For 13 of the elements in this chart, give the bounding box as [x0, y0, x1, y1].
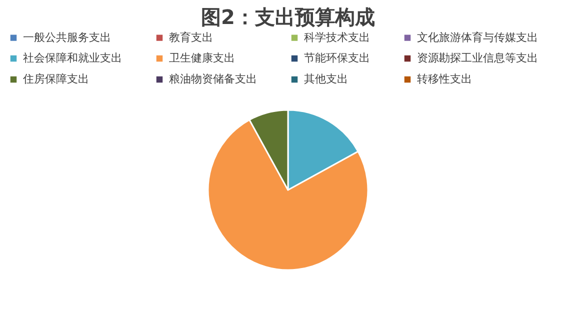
legend-label: 文化旅游体育与传媒支出 — [417, 30, 538, 44]
legend-label: 一般公共服务支出 — [23, 30, 111, 44]
legend-label: 科学技术支出 — [304, 30, 370, 44]
chart-title: 图2：支出预算构成 — [201, 5, 375, 29]
legend-label: 社会保障和就业支出 — [23, 52, 122, 64]
legend-label: 转移性支出 — [417, 72, 472, 86]
legend-label: 节能环保支出 — [304, 52, 370, 64]
legend-label: 其他支出 — [304, 72, 348, 86]
legend-label: 粮油物资储备支出 — [169, 72, 257, 86]
legend-label: 资源勘探工业信息等支出 — [417, 52, 538, 64]
legend-label: 教育支出 — [169, 30, 213, 44]
legend-label: 卫生健康支出 — [169, 52, 235, 64]
legend-label: 住房保障支出 — [23, 72, 89, 86]
